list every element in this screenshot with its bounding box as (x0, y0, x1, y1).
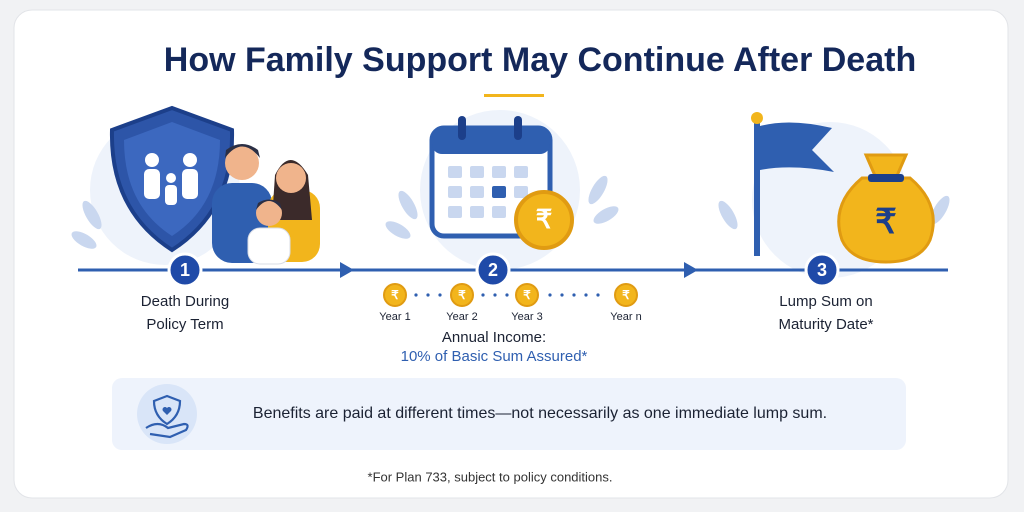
banner-text: Benefits are paid at different times—not… (253, 405, 827, 422)
coin-symbol: ₹ (391, 288, 399, 302)
money-bag-icon: ₹ (837, 153, 935, 264)
title-underline (484, 94, 544, 97)
calendar-icon: ₹ (429, 116, 574, 250)
year-coin (515, 283, 539, 307)
year-coin (450, 283, 474, 307)
coin-symbol: ₹ (458, 288, 466, 302)
flag-icon (751, 112, 834, 256)
year-dots (414, 293, 600, 297)
step-label: Lump Sum on (779, 293, 872, 310)
step-label: Death During (141, 293, 229, 310)
footnote: *For Plan 733, subject to policy conditi… (368, 469, 613, 484)
income-detail: 10% of Basic Sum Assured* (401, 348, 588, 365)
step-number: 3 (817, 260, 827, 280)
year-label: Year 3 (511, 311, 542, 323)
family-illustration (212, 144, 320, 265)
step-3-marker: 3 (804, 252, 840, 288)
step-1-marker: 1 (167, 252, 203, 288)
coin-symbol: ₹ (536, 204, 553, 234)
coin-symbol: ₹ (523, 288, 531, 302)
step-2-marker: 2 (475, 252, 511, 288)
step-label: Maturity Date* (778, 316, 873, 333)
title: How Family Support May Continue After De… (164, 41, 916, 79)
bag-symbol: ₹ (875, 203, 897, 241)
step-label: Policy Term (146, 316, 223, 333)
year-coin (383, 283, 407, 307)
shield-icon (109, 105, 235, 253)
leaves (71, 175, 950, 249)
banner (112, 378, 906, 450)
year-coins: ₹ Year 1 ₹ Year 2 ₹ Year 3 ₹ Year n (379, 283, 642, 323)
step-number: 1 (180, 260, 190, 280)
step-number: 2 (488, 260, 498, 280)
year-coin (614, 283, 638, 307)
income-label: Annual Income: (442, 329, 546, 346)
year-label: Year 1 (379, 311, 410, 323)
year-label: Year n (610, 311, 641, 323)
banner-icon (137, 384, 197, 444)
year-label: Year 2 (446, 311, 477, 323)
timeline (78, 262, 948, 278)
coin-symbol: ₹ (622, 288, 630, 302)
